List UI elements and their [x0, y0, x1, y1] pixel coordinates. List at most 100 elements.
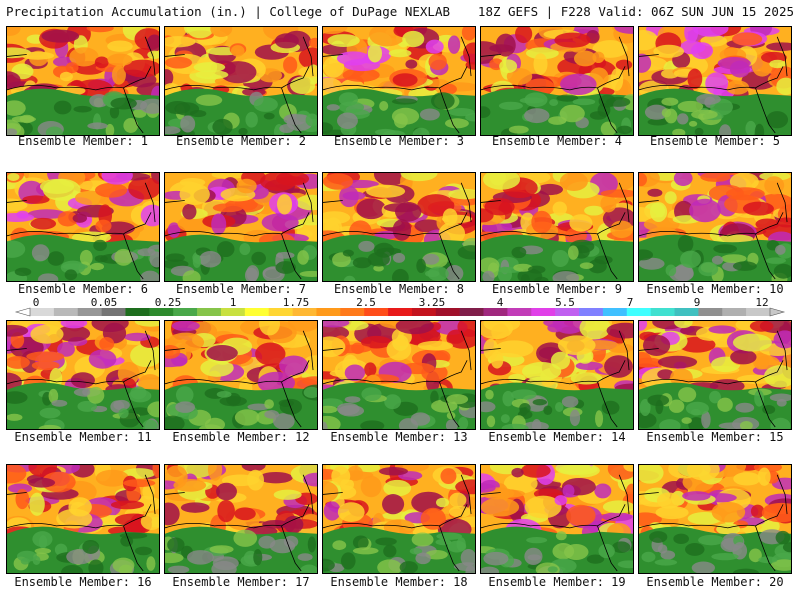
dry-blob	[410, 412, 431, 426]
precip-blob	[323, 173, 354, 190]
dry-blob	[263, 112, 275, 120]
precip-blob	[766, 42, 791, 51]
precip-blob	[128, 176, 159, 200]
dry-blob	[307, 536, 317, 553]
dry-blob	[134, 546, 153, 556]
precip-blob	[41, 29, 80, 43]
dry-blob	[524, 108, 550, 124]
dry-blob	[34, 548, 52, 554]
precip-blob	[146, 34, 159, 52]
precip-blob	[506, 68, 533, 85]
dry-blob	[180, 115, 196, 133]
dry-blob	[7, 128, 18, 135]
dry-blob	[639, 412, 657, 429]
dry-blob	[352, 547, 379, 555]
dry-blob	[212, 118, 233, 135]
precip-blob	[440, 468, 457, 485]
precip-blob	[482, 173, 521, 190]
dry-blob	[275, 261, 296, 274]
colorbar-swatch	[77, 308, 102, 316]
precip-blob	[647, 188, 663, 197]
dry-blob	[680, 250, 701, 269]
gulf-dry-zone	[481, 88, 633, 135]
colorbar-tick-label: 0.25	[155, 296, 182, 309]
dry-blob	[639, 257, 665, 270]
precip-blob	[508, 373, 526, 383]
dry-blob	[498, 101, 523, 110]
dry-blob	[481, 401, 496, 413]
precip-blob	[7, 212, 35, 222]
ensemble-member-map	[638, 26, 792, 136]
colorbar-tick-label: 1.75	[283, 296, 310, 309]
precip-blob	[639, 321, 648, 331]
precip-blob	[566, 504, 596, 527]
precip-blob	[639, 173, 647, 187]
precip-blob	[569, 214, 593, 232]
precip-blob	[21, 51, 55, 60]
precip-blob	[344, 364, 366, 382]
precip-blob	[30, 324, 64, 344]
precip-blob	[560, 73, 597, 96]
precip-blob	[123, 59, 159, 78]
dry-blob	[549, 99, 559, 107]
dry-blob	[373, 242, 395, 258]
dry-blob	[691, 109, 718, 120]
precip-blob	[657, 369, 674, 380]
precip-blob	[211, 173, 248, 179]
dry-blob	[16, 550, 38, 562]
dry-blob	[383, 544, 397, 558]
precip-blob	[361, 335, 392, 349]
coastline	[323, 36, 472, 134]
ensemble-member-label: Ensemble Member: 13	[330, 430, 468, 444]
precip-blob	[236, 178, 257, 194]
dry-blob	[569, 409, 581, 427]
dry-blob	[548, 116, 567, 125]
precip-blob	[186, 27, 215, 39]
dry-blob	[297, 553, 313, 561]
dry-blob	[457, 245, 475, 260]
precip-blob	[212, 203, 244, 213]
ensemble-member-label: Ensemble Member: 9	[491, 282, 623, 296]
dry-blob	[458, 416, 469, 429]
dry-blob	[415, 552, 431, 565]
coastline	[639, 36, 788, 134]
colorbar-swatch	[340, 308, 365, 316]
dry-blob	[87, 386, 105, 404]
dry-blob	[246, 265, 260, 281]
colorbar-swatch	[650, 308, 675, 316]
colorbar-swatch	[30, 308, 55, 316]
ensemble-member-label: Ensemble Member: 12	[172, 430, 310, 444]
precip-blob	[678, 336, 716, 353]
precip-blob	[481, 483, 496, 493]
coastline	[323, 474, 472, 572]
dry-blob	[446, 411, 456, 420]
dry-blob	[732, 261, 757, 271]
precip-blob	[448, 188, 475, 200]
precip-blob	[649, 201, 668, 222]
colorbar-swatch	[698, 308, 723, 316]
dry-blob	[641, 551, 656, 563]
dry-blob	[588, 259, 607, 274]
dry-blob	[14, 267, 32, 277]
dry-blob	[384, 394, 401, 410]
dry-blob	[149, 251, 159, 268]
dry-blob	[436, 532, 463, 540]
colorbar-swatch	[531, 308, 556, 316]
dry-blob	[551, 249, 569, 268]
precip-blob	[692, 27, 729, 37]
coastline	[481, 182, 630, 280]
dry-blob	[147, 401, 159, 418]
dry-blob	[711, 552, 739, 561]
precip-blob	[763, 365, 791, 388]
precip-blob	[711, 501, 746, 523]
ensemble-member-map	[322, 320, 476, 430]
precip-blob	[165, 36, 196, 48]
precip-blob	[180, 502, 210, 513]
precip-blob	[769, 59, 786, 69]
dry-blob	[770, 417, 791, 429]
precip-blob	[655, 505, 689, 520]
coastline	[165, 182, 314, 280]
dry-blob	[137, 248, 156, 257]
precip-blob	[65, 62, 79, 74]
colorbar-swatch	[268, 308, 293, 316]
